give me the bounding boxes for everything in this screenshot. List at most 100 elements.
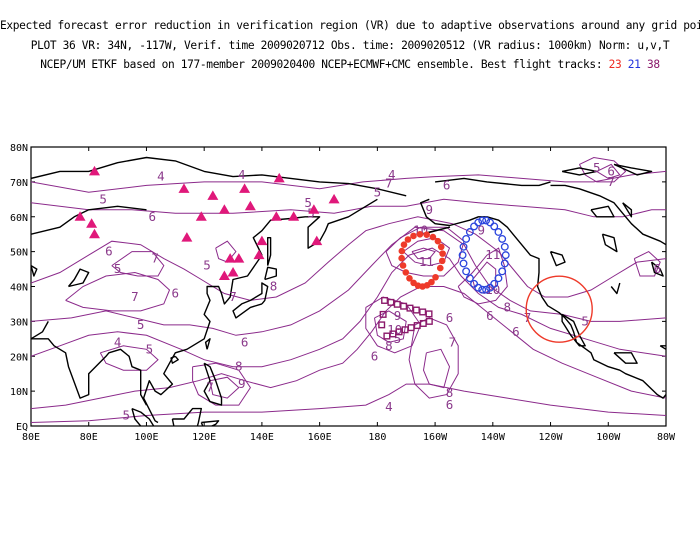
- flight-track-23-point: [434, 237, 442, 245]
- lat-label: 60N: [10, 213, 28, 224]
- contour-label: 9: [238, 376, 246, 391]
- contour-label: 6: [105, 244, 113, 259]
- lat-label: 20N: [10, 352, 28, 363]
- raob-station-marker: [74, 211, 86, 221]
- flight-track-38-point: [381, 296, 389, 304]
- contour-label: 8: [503, 299, 511, 314]
- lon-label: 120W: [538, 432, 563, 443]
- raob-station-marker: [233, 253, 245, 263]
- header-ensemble: NCEP/UM ETKF based on 177-member 2009020…: [0, 55, 700, 75]
- contour-label: 6: [371, 348, 379, 363]
- contour-label: 5: [203, 258, 211, 273]
- flight-track-21-point: [494, 274, 503, 283]
- lat-label: 80N: [10, 143, 28, 154]
- flight-track-21-point: [478, 285, 487, 294]
- flight-track-23-point: [398, 254, 405, 262]
- raob-station-marker: [224, 253, 236, 263]
- contour-label: 4: [388, 167, 396, 182]
- flight-track-21-point: [474, 283, 483, 292]
- flight-track-23-point: [428, 278, 435, 286]
- raob-station-marker: [218, 204, 230, 214]
- error-reduction-contours: [31, 156, 666, 423]
- flight-track-21: [458, 216, 510, 294]
- contour-label: 5: [114, 261, 122, 276]
- flight-track-38-label: 38: [646, 58, 660, 71]
- flight-track-21-point: [501, 251, 510, 260]
- raob-station-marker: [89, 165, 100, 176]
- flight-track-23-point: [429, 233, 437, 241]
- longitude-labels: 80E 80E 100E 120E 140E 160E 180 160W 140W 120W 100…: [22, 432, 676, 443]
- raob-station-marker: [218, 270, 230, 281]
- lat-label: 50N: [10, 248, 28, 259]
- contour-label: 8: [235, 359, 243, 374]
- flight-track-38-point: [406, 304, 414, 312]
- contour-label: 6: [446, 397, 454, 412]
- flight-track-21-label: 21: [627, 58, 641, 71]
- raob-station-marker: [195, 211, 207, 221]
- raob-stations: [74, 165, 340, 281]
- contour-label: 6: [486, 308, 494, 323]
- lat-label: 40N: [10, 283, 28, 294]
- flight-track-23-point: [437, 243, 445, 251]
- contour-label: 9: [478, 223, 486, 238]
- contour-label: 5: [146, 341, 154, 356]
- latitude-labels: 80N 70N 60N 50N 40N 30N 20N 10N EQ: [10, 143, 28, 433]
- plot-header: Expected forecast error reduction in ver…: [0, 16, 700, 75]
- lon-label: 80E: [80, 432, 98, 443]
- contour-label: 6: [446, 310, 454, 325]
- contour-label: 5: [137, 317, 145, 332]
- contour-label: 9: [426, 202, 434, 217]
- flight-track-23-point: [398, 247, 406, 255]
- contour-label: 11: [419, 254, 434, 269]
- flight-track-38-point: [383, 332, 391, 340]
- flight-track-21-point: [500, 242, 509, 251]
- contour-label: 7: [131, 289, 139, 304]
- lon-label: 140E: [250, 432, 274, 443]
- raob-station-marker: [308, 204, 320, 214]
- flight-track-38-point: [400, 302, 408, 310]
- contour-label: 7: [449, 334, 457, 349]
- lat-label: 10N: [10, 387, 28, 398]
- flight-tracks: [378, 216, 510, 340]
- header-details: PLOT 36 VR: 34N, -117W, Verif. time 2009…: [30, 38, 670, 52]
- flight-track-21-point: [470, 222, 479, 231]
- raob-station-marker: [328, 193, 340, 204]
- contour-label: 5: [99, 191, 107, 206]
- flight-track-23-label: 23: [608, 58, 622, 71]
- raob-station-marker: [273, 172, 285, 183]
- contour-label: 4: [238, 167, 246, 182]
- flight-track-21-point: [500, 259, 509, 268]
- contour-label: 7: [229, 289, 237, 304]
- contour-label: 7: [151, 251, 159, 266]
- contour-label: 5: [581, 313, 589, 328]
- flight-track-21-point: [474, 218, 483, 227]
- flight-track-21-point: [459, 259, 468, 268]
- raob-station-marker: [311, 235, 323, 246]
- contour-label: 7: [607, 174, 615, 189]
- contour-label: 6: [172, 285, 180, 300]
- flight-track-21-point: [459, 242, 468, 251]
- flight-track-21-point: [486, 218, 495, 227]
- lat-label: 30N: [10, 317, 28, 328]
- contour-label: 8: [385, 338, 393, 353]
- flight-track-23-point: [400, 241, 408, 248]
- header-ensemble-text: NCEP/UM ETKF based on 177-member 2009020…: [40, 58, 603, 71]
- flight-track-21-point: [482, 285, 491, 294]
- raob-station-marker: [244, 200, 256, 211]
- lat-label: EQ: [16, 422, 28, 433]
- contour-label: 4: [157, 169, 165, 184]
- raob-station-marker: [239, 183, 251, 193]
- contour-label: 6: [654, 261, 662, 276]
- raob-station-marker: [89, 228, 100, 239]
- raob-station-marker: [256, 235, 268, 246]
- flight-track-21-point: [494, 228, 503, 236]
- lon-label: 160E: [308, 432, 332, 443]
- contour-label: 4: [114, 334, 122, 349]
- flight-track-21-point: [498, 234, 507, 243]
- header-title: Expected forecast error reduction in ver…: [0, 19, 700, 32]
- raob-station-marker: [207, 190, 219, 200]
- contour-label: 7: [206, 380, 214, 395]
- flight-track-21-point: [486, 283, 495, 292]
- contour-label: 8: [270, 279, 278, 294]
